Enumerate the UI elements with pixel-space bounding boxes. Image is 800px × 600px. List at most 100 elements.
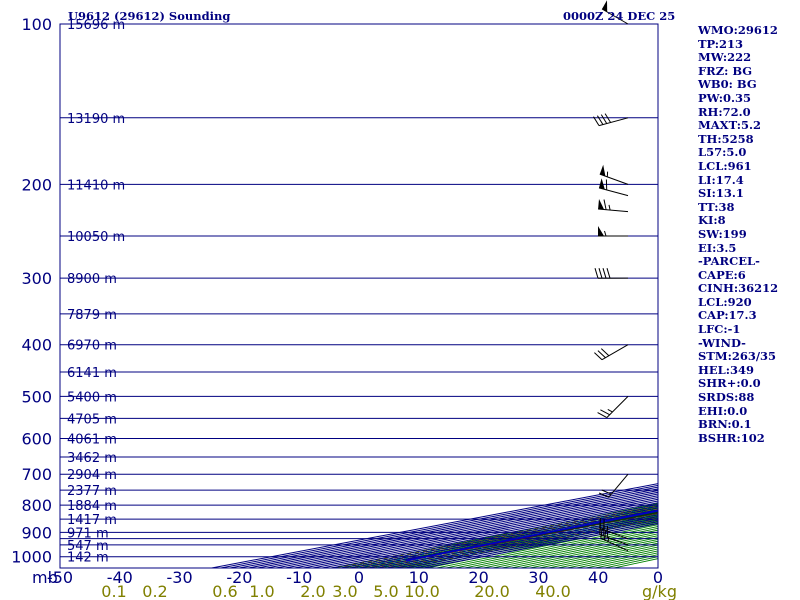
mixing-ratio-label: 3.0 <box>332 582 357 600</box>
height-label: 8900 m <box>67 272 117 287</box>
index-item: EHI:0.0 <box>698 403 748 418</box>
wind-barb <box>597 395 629 419</box>
height-label: 15696 m <box>67 18 125 33</box>
wind-barb <box>593 113 629 127</box>
index-item: LCL:920 <box>698 294 752 309</box>
mixing-ratio-label: 0.6 <box>212 582 237 600</box>
mixing-ratio-label: 40.0 <box>535 582 571 600</box>
index-item: RH:72.0 <box>698 104 751 119</box>
height-label: 11410 m <box>67 178 125 193</box>
pressure-unit-label: mb <box>32 568 58 587</box>
temperature-tick-label: -30 <box>167 568 193 587</box>
temperature-tick-label: -40 <box>107 568 133 587</box>
mixing-ratio-label: 0.1 <box>101 582 126 600</box>
temperature-tick-label: 30 <box>528 568 548 587</box>
pressure-tick-label: 1000 <box>11 548 52 567</box>
plot-area <box>60 24 658 568</box>
wind-barb <box>598 199 629 213</box>
index-item: CINH:36212 <box>698 281 779 296</box>
dry-adiabat-line <box>474 529 658 568</box>
pressure-tick-label: 700 <box>21 465 52 484</box>
height-label: 6970 m <box>67 339 117 354</box>
time-label: 0000Z 24 DEC 25 <box>563 9 675 23</box>
temperature-tick-label: -10 <box>286 568 312 587</box>
pressure-tick-label: 200 <box>21 175 52 194</box>
mixing-ratio-unit-label: g/kg <box>642 582 677 600</box>
header: U9612 (29612) Sounding 0000Z 24 DEC 25 <box>68 9 675 23</box>
index-item: TP:213 <box>698 36 744 51</box>
index-item: L57:5.0 <box>698 145 747 160</box>
index-item: KI:8 <box>698 213 726 228</box>
index-item: SHR+:0.0 <box>698 376 761 391</box>
wind-barb <box>601 0 629 25</box>
mixing-ratio-label: 20.0 <box>474 582 510 600</box>
height-label: 13190 m <box>67 112 125 127</box>
pressure-tick-label: 100 <box>21 15 52 34</box>
height-label: 4061 m <box>67 433 117 448</box>
index-item: LFC:-1 <box>698 322 741 337</box>
pressure-tick-label: 300 <box>21 269 52 288</box>
sounding-profiles <box>405 509 658 562</box>
index-item: MAXT:5.2 <box>698 118 761 133</box>
index-item: BSHR:102 <box>698 430 765 445</box>
index-item: FRZ: BG <box>698 63 753 78</box>
temperature-tick-label: 10 <box>409 568 429 587</box>
index-item: -PARCEL- <box>698 254 760 269</box>
wind-barb <box>594 344 629 361</box>
height-label: 547 m <box>67 539 109 554</box>
index-item: CAP:17.3 <box>698 308 757 323</box>
height-label: 142 m <box>67 551 109 566</box>
index-item: SI:13.1 <box>698 186 744 201</box>
dry-adiabat-line <box>446 524 658 568</box>
height-label: 1884 m <box>67 499 117 514</box>
index-item: CAPE:6 <box>698 267 746 282</box>
height-label: 6141 m <box>67 366 117 381</box>
index-item: WB0: BG <box>698 77 757 92</box>
mixing-ratio-label: 1.0 <box>249 582 274 600</box>
temperature-tick-label: 40 <box>588 568 608 587</box>
height-label: 4705 m <box>67 412 117 427</box>
index-item: -WIND- <box>698 335 746 350</box>
height-label: 7879 m <box>67 308 117 323</box>
index-item: TH:5258 <box>698 131 754 146</box>
pressure-tick-label: 600 <box>21 430 52 449</box>
isobars <box>60 24 658 568</box>
index-item: SRDS:88 <box>698 390 755 405</box>
index-item: LCL:961 <box>698 158 752 173</box>
wind-barb <box>598 178 629 197</box>
wind-barb <box>594 268 629 279</box>
height-label: 3462 m <box>67 451 117 466</box>
plot-frame <box>59 23 659 569</box>
index-item: HEL:349 <box>698 362 754 377</box>
wind-barb <box>600 527 629 552</box>
temperature-tick-label: 0 <box>653 568 663 587</box>
index-item: PW:0.35 <box>698 90 752 105</box>
height-label: 971 m <box>67 526 109 541</box>
index-item: EI:3.5 <box>698 240 737 255</box>
pressure-tick-label: 900 <box>21 523 52 542</box>
index-item: LI:17.4 <box>698 172 744 187</box>
height-label: 10050 m <box>67 230 125 245</box>
wind-barbs <box>593 0 629 552</box>
mixing-ratio-label: 0.2 <box>142 582 167 600</box>
temperature-tick-label: 20 <box>468 568 488 587</box>
wind-barb <box>599 524 629 546</box>
height-label: 2904 m <box>67 468 117 483</box>
index-item: SW:199 <box>698 226 747 241</box>
height-label: 5400 m <box>67 390 117 405</box>
mixing-ratio-label: 5.0 <box>373 582 398 600</box>
mixing-ratio-label: 2.0 <box>300 582 325 600</box>
index-item: STM:263/35 <box>698 349 777 364</box>
height-label: 1417 m <box>67 513 117 528</box>
dry-adiabat-line <box>464 527 658 568</box>
station-title: U9612 (29612) Sounding <box>68 9 230 23</box>
index-item: WMO:29612 <box>698 23 778 37</box>
wind-barb <box>598 473 629 498</box>
wind-barb <box>597 226 629 237</box>
pressure-tick-label: 400 <box>21 336 52 355</box>
index-item: TT:38 <box>698 199 735 214</box>
temperature-tick-label: -50 <box>47 568 73 587</box>
index-item: MW:222 <box>698 50 752 65</box>
